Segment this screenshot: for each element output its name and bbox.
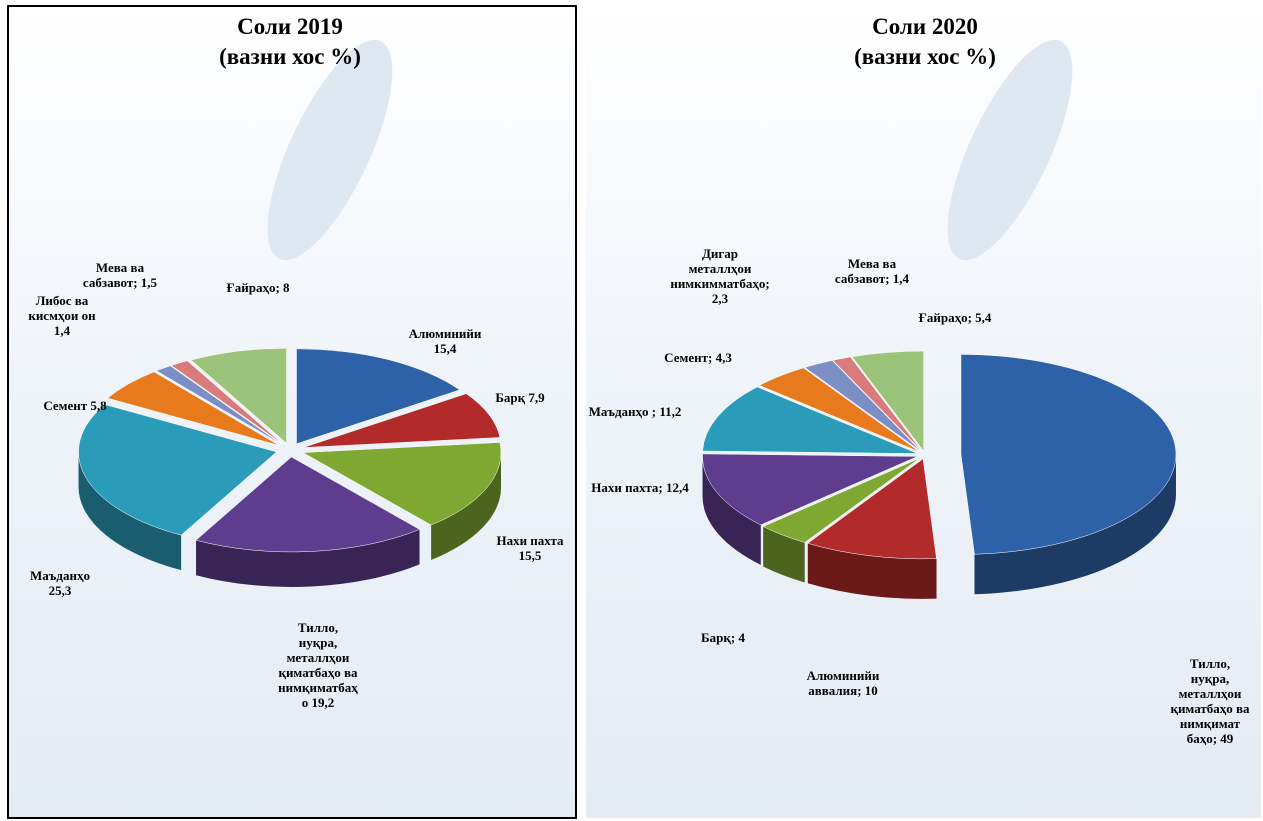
data-label: Нахи пахта 15,5 bbox=[496, 533, 564, 563]
slice-side bbox=[78, 451, 182, 571]
slice bbox=[702, 453, 918, 526]
data-label: Семент 5,8 bbox=[43, 398, 107, 413]
data-label: Ғайраҳо; 5,4 bbox=[919, 310, 992, 325]
slice bbox=[170, 360, 283, 445]
slice bbox=[155, 365, 282, 445]
slice bbox=[702, 386, 918, 454]
slice-side bbox=[702, 456, 761, 565]
slice bbox=[762, 457, 921, 543]
slice-side bbox=[196, 529, 420, 587]
slice bbox=[190, 347, 287, 444]
data-label: Семент; 4,3 bbox=[664, 350, 732, 365]
slice-side bbox=[763, 526, 805, 583]
data-label: Алюминийи 15,4 bbox=[409, 326, 482, 356]
data-label: Маъданҳо 25,3 bbox=[30, 568, 90, 598]
slice-side bbox=[807, 543, 937, 599]
chart-title: Соли 2019 bbox=[237, 14, 343, 39]
data-label: Нахи пахта; 12,4 bbox=[591, 480, 689, 495]
slice bbox=[832, 356, 923, 452]
chart-title: Соли 2020 bbox=[872, 14, 978, 39]
slice bbox=[804, 360, 922, 452]
chart-subtitle: (вазни хос %) bbox=[854, 44, 996, 69]
slice bbox=[851, 350, 924, 452]
data-label: Ғайраҳо; 8 bbox=[226, 280, 290, 295]
data-label: Барқ; 4 bbox=[701, 630, 745, 645]
slice bbox=[807, 458, 937, 560]
slice bbox=[302, 442, 502, 526]
decor bbox=[947, 39, 1073, 261]
decor bbox=[267, 39, 393, 261]
slice-side bbox=[974, 454, 1176, 595]
data-label: Маъданҳо ; 11,2 bbox=[589, 404, 682, 419]
slice bbox=[960, 354, 1177, 555]
data-label: Либос ва кисмҳои он 1,4 bbox=[28, 293, 96, 338]
slice bbox=[107, 371, 280, 446]
slice bbox=[303, 393, 501, 448]
slice bbox=[296, 348, 461, 445]
data-label: Дигар металлҳои нимкимматбаҳо; 2,3 bbox=[670, 246, 769, 306]
data-label: Мева ва сабзавот; 1,4 bbox=[835, 256, 910, 286]
data-label: Барқ 7,9 bbox=[495, 390, 545, 405]
data-label: Тилло, нуқра, металлҳои қиматбаҳо ва нимқима… bbox=[1170, 656, 1250, 746]
slice bbox=[758, 367, 920, 453]
slice bbox=[78, 404, 278, 536]
data-label: Мева ва сабзавот; 1,5 bbox=[83, 260, 158, 290]
slice-side bbox=[431, 452, 502, 561]
slice bbox=[195, 456, 421, 553]
data-label: Алюминийи аввалия; 10 bbox=[807, 668, 880, 698]
data-label: Тилло, нуқра, металлҳои қиматбаҳо ва нимқима… bbox=[278, 620, 358, 710]
chart-subtitle: (вазни хос %) bbox=[219, 44, 361, 69]
